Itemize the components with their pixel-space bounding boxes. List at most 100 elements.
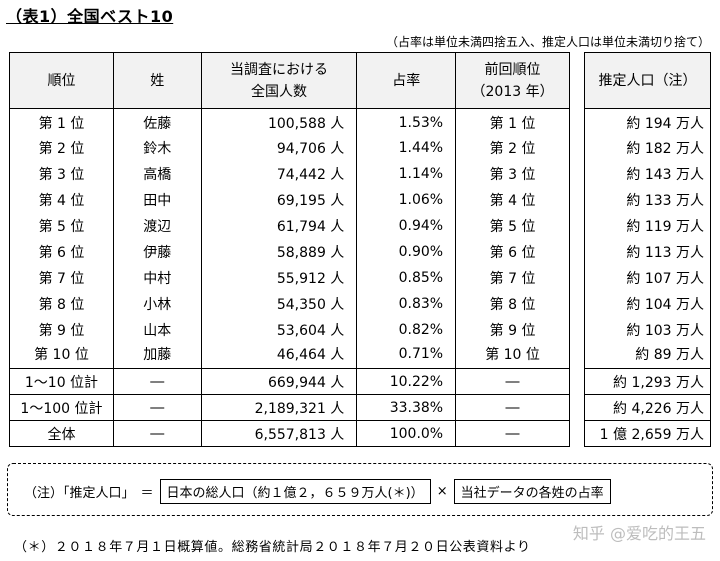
header-prev-rank: 前回順位 （2013 年） [455,52,570,109]
cell-rank: 第 8 位 [9,290,114,317]
cell-estimate: 約 89 万人 [584,342,711,369]
cell-rank: 第 1 位 [9,108,114,135]
cell-surname: 中村 [112,264,202,291]
cell-estimate: 約 4,226 万人 [584,394,711,421]
estimate-row: 約 107 万人 [584,264,711,291]
formula-equals: ＝ [140,486,154,501]
footnote: （＊）２０１８年７月１日概算値。総務省統計局２０１８年７月２０日公表資料より [14,540,531,555]
cell-estimate: 約 103 万人 [584,316,711,343]
cell-estimate: 約 133 万人 [584,186,711,213]
cell-rank: 第 4 位 [9,186,114,213]
cell-rank: 第 6 位 [9,238,114,265]
cell-count: 46,464 人 [200,342,358,369]
cell-prev-rank: 第 10 位 [455,342,570,369]
header-count: 当調査における 全国人数 [200,52,358,109]
estimate-header-row: 推定人口（注） [584,52,711,109]
watermark: 知乎 @爱吃的王五 [572,524,706,543]
cell-share: 0.71% [356,342,457,369]
page-title: （表1）全国ベスト10 [6,7,174,26]
table-row: 第 6 位伊藤 58,889 人 0.90% 第 6 位 [9,238,570,265]
formula-note-box: （注）「推定人口」 ＝ 日本の総人口（約１億２，６５９万人(＊)） × 当社デー… [7,463,713,516]
estimate-row: 約 133 万人 [584,186,711,213]
estimate-row: 約 113 万人 [584,238,711,265]
table-row: 第 2 位鈴木 94,706 人 1.44% 第 2 位 [9,134,570,161]
summary-row: 1～10 位計 ― 669,944 人 10.22% ― [9,368,570,395]
cell-estimate: 約 143 万人 [584,160,711,187]
table-row: 第 7 位中村 55,912 人 0.85% 第 7 位 [9,264,570,291]
cell-rank: 1～10 位計 [9,368,114,395]
header-count-line2: 全国人数 [250,83,307,100]
estimate-summary-row: 約 1,293 万人 [584,368,711,395]
estimate-table: 推定人口（注） 約 194 万人約 182 万人約 143 万人約 133 万人… [584,52,711,447]
cell-estimate: 約 1,293 万人 [584,368,711,395]
cell-prev-rank: 第 7 位 [455,264,570,291]
header-prev-line2: （2013 年） [471,83,554,100]
formula-label: （注）「推定人口」 [24,486,135,501]
cell-count: 94,706 人 [200,134,358,161]
cell-count: 100,588 人 [200,108,358,135]
cell-share: 0.82% [356,316,457,343]
summary-row: 1～100 位計 ― 2,189,321 人 33.38% ― [9,394,570,421]
estimate-row: 約 89 万人 [584,342,711,369]
estimate-row: 約 103 万人 [584,316,711,343]
cell-prev-rank: 第 6 位 [455,238,570,265]
formula: （注）「推定人口」 ＝ 日本の総人口（約１億２，６５９万人(＊)） × 当社デー… [24,479,611,504]
cell-estimate: 約 107 万人 [584,264,711,291]
cell-surname: ― [112,420,202,447]
cell-count: 54,350 人 [200,290,358,317]
cell-count: 2,189,321 人 [200,394,358,421]
cell-share: 0.94% [356,212,457,239]
estimate-row: 約 194 万人 [584,108,711,135]
cell-count: 55,912 人 [200,264,358,291]
cell-count: 69,195 人 [200,186,358,213]
cell-rank: 第 9 位 [9,316,114,343]
cell-estimate: 約 182 万人 [584,134,711,161]
cell-surname: 小林 [112,290,202,317]
cell-estimate: 約 194 万人 [584,108,711,135]
estimate-summary-row: 約 4,226 万人 [584,394,711,421]
cell-share: 0.83% [356,290,457,317]
table-row: 第 3 位高橋 74,442 人 1.14% 第 3 位 [9,160,570,187]
table-row: 第 10 位加藤 46,464 人 0.71% 第 10 位 [9,342,570,369]
cell-surname: 田中 [112,186,202,213]
cell-prev-rank: ― [455,420,570,447]
cell-prev-rank: 第 5 位 [455,212,570,239]
cell-prev-rank: ― [455,368,570,395]
cell-prev-rank: ― [455,394,570,421]
cell-share: 0.85% [356,264,457,291]
header-prev-line1: 前回順位 [484,61,541,78]
cell-surname: 佐藤 [112,108,202,135]
cell-count: 6,557,813 人 [200,420,358,447]
cell-surname: 高橋 [112,160,202,187]
cell-count: 58,889 人 [200,238,358,265]
cell-rank: 1～100 位計 [9,394,114,421]
cell-prev-rank: 第 4 位 [455,186,570,213]
cell-share: 1.06% [356,186,457,213]
cell-rank: 第 10 位 [9,342,114,369]
cell-surname: 加藤 [112,342,202,369]
cell-share: 100.0% [356,420,457,447]
cell-share: 1.44% [356,134,457,161]
cell-prev-rank: 第 9 位 [455,316,570,343]
cell-rank: 全体 [9,420,114,447]
cell-share: 1.53% [356,108,457,135]
cell-surname: 山本 [112,316,202,343]
cell-prev-rank: 第 8 位 [455,290,570,317]
cell-share: 0.90% [356,238,457,265]
cell-rank: 第 2 位 [9,134,114,161]
cell-rank: 第 3 位 [9,160,114,187]
summary-row: 全体 ― 6,557,813 人 100.0% ― [9,420,570,447]
cell-estimate: 約 104 万人 [584,290,711,317]
estimate-summary-row: 1 億 2,659 万人 [584,420,711,447]
table-row: 第 4 位田中 69,195 人 1.06% 第 4 位 [9,186,570,213]
cell-prev-rank: 第 2 位 [455,134,570,161]
estimate-row: 約 104 万人 [584,290,711,317]
cell-surname: 鈴木 [112,134,202,161]
table-row: 第 5 位渡辺 61,794 人 0.94% 第 5 位 [9,212,570,239]
formula-times: × [436,484,448,499]
estimate-row: 約 119 万人 [584,212,711,239]
header-surname: 姓 [112,52,202,109]
cell-count: 669,944 人 [200,368,358,395]
estimate-row: 約 182 万人 [584,134,711,161]
rounding-note: （占率は単位未満四捨五入、推定人口は単位未満切り捨て） [385,35,710,49]
